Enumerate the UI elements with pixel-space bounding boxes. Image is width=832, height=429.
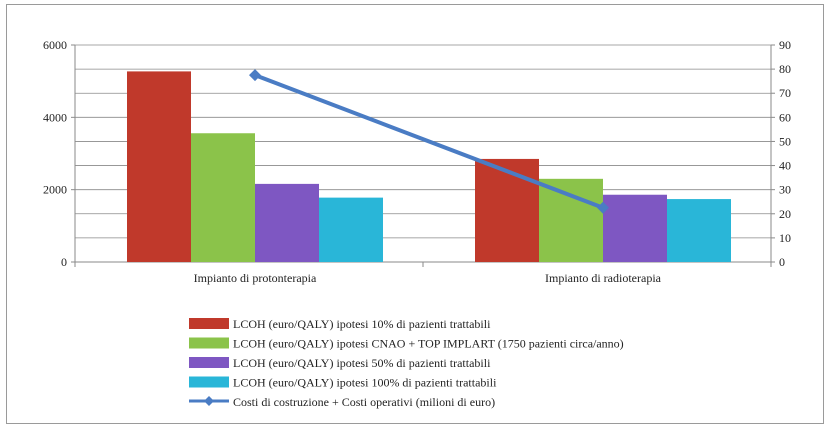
legend-label: LCOH (euro/QALY) ipotesi 10% di pazienti…: [233, 317, 491, 331]
legend-swatch: [189, 318, 229, 329]
y-tick-label: 0: [61, 255, 67, 269]
bars: [127, 71, 731, 262]
bar: [475, 158, 539, 262]
y2-tick-label: 90: [779, 38, 791, 52]
legend: LCOH (euro/QALY) ipotesi 10% di pazienti…: [189, 317, 624, 409]
y2-tick-label: 60: [779, 110, 791, 124]
legend-swatch: [189, 337, 229, 349]
y2-tick-label: 40: [779, 159, 791, 173]
legend-swatch: [189, 376, 229, 388]
y-tick-label: 6000: [43, 38, 67, 52]
line-marker: [597, 201, 609, 214]
chart-frame: 0 2000 4000 6000 0 10 20 30 40 50 60 70 80 90 Impianto…: [6, 4, 824, 424]
x-category-label: Impianto di radioterapia: [545, 271, 662, 285]
y2-tick-label: 70: [779, 86, 791, 100]
bar: [539, 178, 603, 262]
legend-swatch: [189, 357, 229, 368]
legend-line-marker: [204, 396, 214, 406]
bar: [319, 197, 383, 262]
line-path: [253, 73, 605, 210]
bar: [603, 194, 667, 262]
y-tick-label: 4000: [43, 110, 67, 124]
bar: [191, 133, 255, 262]
bar: [127, 71, 191, 262]
legend-label: LCOH (euro/QALY) ipotesi 100% di pazient…: [233, 376, 497, 390]
y2-tick-label: 30: [779, 183, 791, 197]
y2-tick-label: 0: [779, 255, 785, 269]
axis-labels: 0 2000 4000 6000 0 10 20 30 40 50 60 70 80 90 Impianto…: [43, 38, 791, 285]
legend-label: Costi di costruzione + Costi operativi (…: [233, 395, 495, 409]
y2-tick-label: 50: [779, 134, 791, 148]
x-category-label: Impianto di protonterapia: [194, 271, 317, 285]
y2-tick-label: 10: [779, 231, 791, 245]
line-marker: [249, 69, 261, 82]
y2-tick-label: 20: [779, 207, 791, 221]
bar: [255, 183, 319, 262]
y-tick-label: 2000: [43, 183, 67, 197]
bar: [667, 199, 731, 262]
legend-label: LCOH (euro/QALY) ipotesi CNAO + TOP IMPL…: [233, 337, 624, 351]
y2-tick-label: 80: [779, 62, 791, 76]
line-series: [249, 69, 609, 214]
chart: 0 2000 4000 6000 0 10 20 30 40 50 60 70 80 90 Impianto…: [43, 38, 791, 409]
legend-label: LCOH (euro/QALY) ipotesi 50% di pazienti…: [233, 356, 491, 370]
